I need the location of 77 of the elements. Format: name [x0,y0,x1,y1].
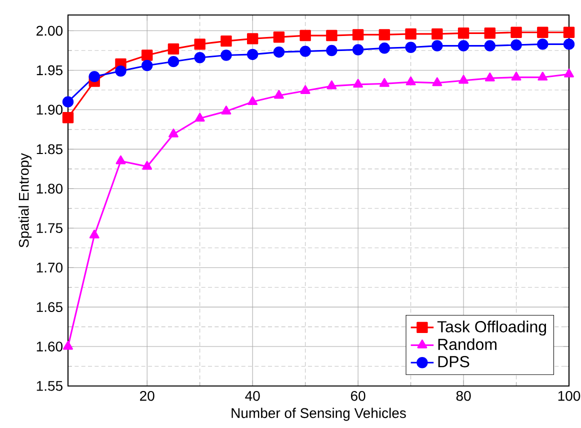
point [142,60,153,72]
point [246,33,258,44]
point [326,44,338,56]
point [194,112,205,122]
point [510,26,522,38]
point [563,26,575,38]
point [352,44,364,56]
point [300,46,311,57]
point [537,38,548,50]
y-axis-title: Spatial Entropy [18,153,32,248]
y-tick-label: 1.75 [36,223,62,234]
point [221,106,232,114]
point [484,72,495,82]
legend-label: Task Offloading [437,320,546,336]
x-tick-label: 80 [456,390,471,401]
point [564,68,574,78]
point [432,77,442,86]
legend-label: DPS [438,356,470,368]
y-tick-label: 1.60 [36,342,63,352]
point [168,128,178,138]
point [300,85,310,94]
legend-label: Random [438,338,496,350]
point [458,74,468,84]
point [405,42,416,53]
point [406,76,416,86]
x-tick-label: 40 [245,390,260,401]
x-tick-label: 20 [140,390,154,401]
x-tick-label: 100 [558,390,580,401]
point [458,28,470,39]
point [273,32,285,43]
point [168,43,180,55]
point [326,80,337,90]
point [432,28,443,40]
point [511,72,522,81]
point [116,155,126,164]
point [538,72,548,81]
point [458,40,470,52]
point [115,65,126,77]
point [89,230,100,238]
point [484,28,496,39]
point [484,40,496,52]
point [220,50,232,61]
point [88,70,100,82]
point [62,96,74,108]
y-tick-label: 1.80 [36,184,63,194]
point [326,30,338,42]
y-tick-label: 1.65 [36,302,62,312]
point [353,78,364,88]
point [248,96,258,106]
point [62,112,74,124]
point [168,56,180,68]
point [273,46,285,58]
point [510,39,522,51]
point [300,30,311,42]
x-tick-label: 60 [350,390,366,401]
point [352,29,364,40]
point [142,160,152,170]
y-tick-label: 1.90 [36,104,63,115]
point [379,78,390,87]
y-tick-label: 1.95 [36,65,62,76]
point [405,28,416,40]
point [194,38,206,50]
y-tick-label: 1.85 [36,144,62,154]
point [194,52,206,64]
point [246,48,258,60]
point [537,26,548,38]
point [274,90,284,99]
point [378,29,390,40]
y-tick-label: 1.55 [36,381,62,391]
point [142,50,153,61]
y-tick-label: 2.00 [36,26,63,36]
point [432,40,443,52]
x-axis-title: Number of Sensing Vehicles [232,408,406,421]
point [563,38,575,50]
y-tick-label: 1.70 [36,262,63,273]
point [378,42,390,54]
point [220,35,232,47]
